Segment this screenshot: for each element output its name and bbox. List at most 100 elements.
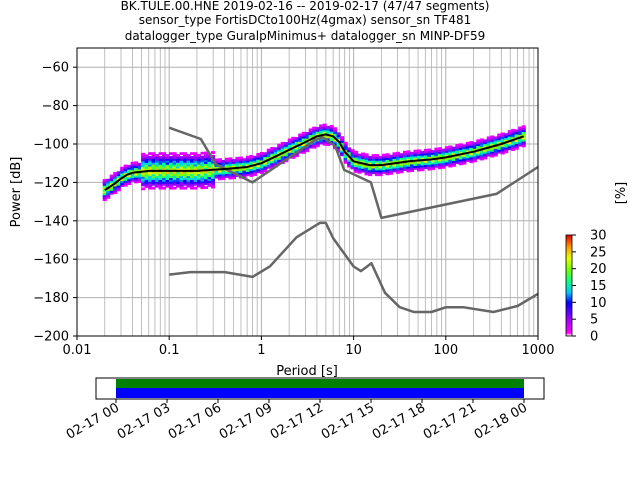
- density-cell: [340, 153, 345, 157]
- density-cell: [483, 143, 488, 146]
- density-cell: [375, 154, 380, 157]
- density-cell: [357, 168, 362, 172]
- x-tick-label: 0.1: [159, 343, 180, 358]
- density-cell: [284, 147, 289, 151]
- density-cell: [186, 167, 191, 171]
- density-cell: [343, 141, 348, 145]
- density-cell: [179, 156, 184, 159]
- density-cell: [245, 159, 250, 163]
- density-cell: [245, 161, 250, 165]
- density-cell: [217, 158, 223, 162]
- density-cell: [469, 143, 474, 146]
- density-cell: [102, 192, 107, 196]
- density-cell: [490, 152, 495, 156]
- density-cell: [451, 160, 456, 163]
- density-cell: [322, 123, 327, 127]
- density-cell: [210, 154, 216, 158]
- density-cell: [511, 140, 516, 144]
- density-cell: [203, 178, 209, 182]
- density-cell: [120, 174, 125, 178]
- density-cell: [336, 138, 341, 141]
- density-cell: [305, 149, 310, 153]
- new-low-noise-model-line: [169, 221, 539, 314]
- density-cell: [200, 184, 205, 188]
- density-cell: [434, 153, 439, 157]
- density-cell: [427, 154, 432, 158]
- density-cell: [305, 137, 310, 141]
- density-cell: [368, 165, 373, 169]
- density-cell: [200, 159, 205, 163]
- density-cell: [203, 153, 209, 157]
- density-cell: [469, 146, 474, 150]
- density-cell: [214, 160, 219, 164]
- density-cell: [155, 157, 160, 161]
- density-cell: [158, 163, 163, 167]
- density-cell: [514, 141, 519, 144]
- density-cell: [277, 147, 282, 151]
- plot-area: 0.01 0.1 1 10 100 1000 −60 −80 −100 −120 −140 −160 −…: [9, 47, 555, 379]
- density-cell: [416, 168, 422, 172]
- density-cell: [155, 175, 160, 179]
- density-cell: [490, 137, 495, 141]
- density-cell: [176, 161, 181, 165]
- density-cell: [444, 153, 449, 157]
- density-cell: [361, 165, 366, 169]
- density-cell: [252, 173, 257, 176]
- colorbar-tick-label: 10: [590, 296, 607, 311]
- density-cell: [148, 159, 153, 163]
- density-cell: [172, 167, 177, 171]
- density-cell: [193, 167, 198, 171]
- density-cell: [479, 155, 484, 159]
- density-cell: [294, 146, 299, 150]
- density-cell: [483, 152, 488, 156]
- x-tick-label: 10: [345, 343, 362, 358]
- density-cell: [238, 164, 243, 168]
- density-cell: [521, 136, 526, 140]
- density-cell: [458, 150, 463, 154]
- density-cell: [361, 164, 366, 167]
- density-cell: [179, 179, 184, 182]
- density-cell: [382, 161, 387, 165]
- y-tick-label: −60: [42, 61, 69, 76]
- density-cell: [430, 159, 435, 163]
- density-cell: [287, 146, 292, 149]
- density-cell: [130, 169, 135, 173]
- density-cell: [102, 194, 107, 198]
- density-cell: [169, 156, 174, 159]
- density-cell: [263, 154, 268, 157]
- density-cell: [102, 188, 107, 192]
- density-cell: [465, 159, 470, 162]
- density-cell: [472, 144, 477, 147]
- density-cell: [305, 135, 310, 139]
- density-cell: [106, 192, 111, 195]
- density-cell: [141, 160, 146, 164]
- density-cell: [518, 138, 523, 141]
- density-cell: [399, 157, 404, 160]
- density-cell: [389, 160, 394, 164]
- density-cell: [350, 151, 355, 154]
- density-cell: [368, 161, 373, 165]
- density-cell: [319, 128, 324, 132]
- density-cell: [347, 157, 352, 160]
- y-tick-label: −160: [33, 253, 69, 268]
- density-cell: [193, 165, 198, 169]
- density-cell: [141, 158, 146, 162]
- density-cell: [210, 160, 216, 164]
- density-cell: [228, 163, 233, 167]
- density-cell: [183, 152, 188, 155]
- density-cell: [210, 162, 216, 166]
- density-cell: [406, 163, 411, 167]
- density-cell: [329, 136, 334, 140]
- density-cell: [259, 153, 264, 157]
- density-cell: [333, 138, 338, 142]
- density-cell: [172, 179, 177, 182]
- density-cell: [476, 141, 481, 145]
- density-cell: [270, 158, 275, 162]
- density-cell: [224, 165, 229, 169]
- density-cell: [259, 171, 264, 174]
- density-cell: [109, 178, 114, 182]
- density-cell: [423, 164, 429, 167]
- density-cell: [186, 182, 191, 186]
- y-tick-label: −200: [33, 330, 69, 345]
